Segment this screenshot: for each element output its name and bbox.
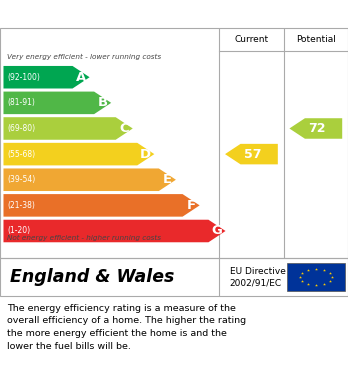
Polygon shape <box>3 220 226 242</box>
Text: (92-100): (92-100) <box>8 73 40 82</box>
Text: 57: 57 <box>244 148 262 161</box>
Text: (55-68): (55-68) <box>8 150 36 159</box>
Text: (81-91): (81-91) <box>8 99 35 108</box>
Polygon shape <box>3 91 111 114</box>
Text: B: B <box>97 96 108 109</box>
Text: (69-80): (69-80) <box>8 124 36 133</box>
Text: Very energy efficient - lower running costs: Very energy efficient - lower running co… <box>7 54 161 60</box>
Polygon shape <box>3 66 89 88</box>
Text: Current: Current <box>234 35 269 44</box>
Text: Energy Efficiency Rating: Energy Efficiency Rating <box>73 7 275 22</box>
Polygon shape <box>3 117 133 140</box>
Text: D: D <box>140 148 151 161</box>
Text: A: A <box>76 71 86 84</box>
Polygon shape <box>290 118 342 139</box>
Text: E: E <box>163 173 172 186</box>
Bar <box>287 263 345 291</box>
Text: Potential: Potential <box>296 35 336 44</box>
Polygon shape <box>3 169 176 191</box>
Polygon shape <box>225 144 278 164</box>
Text: (39-54): (39-54) <box>8 175 36 184</box>
Text: 72: 72 <box>309 122 326 135</box>
Text: 2002/91/EC: 2002/91/EC <box>230 278 282 287</box>
Text: (1-20): (1-20) <box>8 226 31 235</box>
Text: The energy efficiency rating is a measure of the
overall efficiency of a home. T: The energy efficiency rating is a measur… <box>7 303 246 351</box>
Text: G: G <box>212 224 222 237</box>
Text: England & Wales: England & Wales <box>10 268 175 286</box>
Polygon shape <box>3 194 200 217</box>
Text: (21-38): (21-38) <box>8 201 35 210</box>
Text: Not energy efficient - higher running costs: Not energy efficient - higher running co… <box>7 235 161 242</box>
Polygon shape <box>3 143 154 165</box>
Text: C: C <box>119 122 129 135</box>
Text: EU Directive: EU Directive <box>230 267 286 276</box>
Text: F: F <box>187 199 196 212</box>
